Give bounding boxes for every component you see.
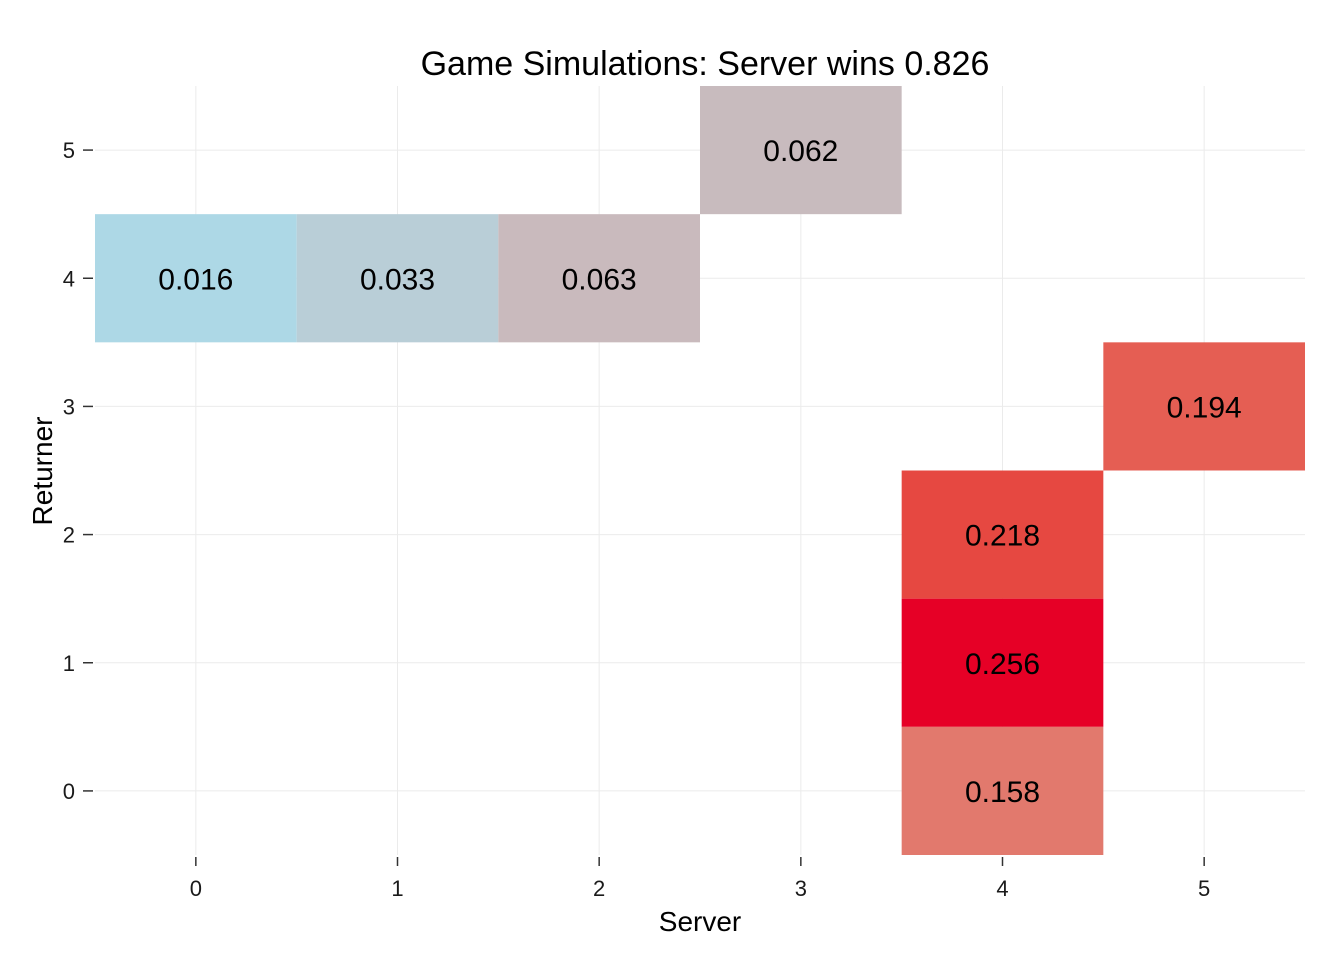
y-tick-label-2: 2 bbox=[63, 523, 75, 548]
heatmap-cell-s5-r3 bbox=[1103, 342, 1305, 471]
x-tick-label-3: 3 bbox=[795, 876, 807, 901]
y-tick-label-1: 1 bbox=[63, 651, 75, 676]
y-tick-label-5: 5 bbox=[63, 138, 75, 163]
x-tick-label-5: 5 bbox=[1198, 876, 1210, 901]
cell-value-label-s0-r4: 0.016 bbox=[158, 263, 233, 296]
heatmap-cell-s4-r2 bbox=[901, 470, 1104, 599]
heatmap-cell-s4-r1 bbox=[901, 598, 1104, 727]
y-axis-label: Returner bbox=[27, 417, 58, 526]
x-axis-label: Server bbox=[659, 906, 741, 937]
heatmap-cell-s1-r4 bbox=[296, 214, 499, 343]
tick-layer: 0 1 2 3 4 5 0 1 2 3 4 5 bbox=[63, 138, 1211, 901]
x-tick-label-0: 0 bbox=[190, 876, 202, 901]
heatmap-cell-s2-r4 bbox=[498, 214, 700, 343]
y-tick-label-3: 3 bbox=[63, 394, 75, 419]
y-tick-label-4: 4 bbox=[63, 266, 75, 291]
chart-title: Game Simulations: Server wins 0.826 bbox=[421, 45, 990, 83]
x-tick-label-4: 4 bbox=[996, 876, 1008, 901]
cell-value-label-s4-r1: 0.256 bbox=[965, 648, 1040, 681]
cell-layer: 0.016 0.033 0.063 0.062 0.194 0.218 0.256 0.158 bbox=[95, 86, 1305, 855]
cell-value-label-s5-r3: 0.194 bbox=[1167, 391, 1242, 424]
cell-value-label-s1-r4: 0.033 bbox=[360, 263, 435, 296]
x-tick-label-2: 2 bbox=[593, 876, 605, 901]
heatmap-cell-s4-r0 bbox=[901, 726, 1104, 855]
heatmap-cell-s3-r5 bbox=[700, 86, 902, 215]
heatmap-cell-s0-r4 bbox=[95, 214, 297, 343]
cell-value-label-s4-r2: 0.218 bbox=[965, 520, 1040, 553]
cell-value-label-s4-r0: 0.158 bbox=[965, 776, 1040, 809]
y-tick-label-0: 0 bbox=[63, 779, 75, 804]
cell-value-label-s3-r5: 0.062 bbox=[763, 135, 838, 168]
x-tick-label-1: 1 bbox=[391, 876, 403, 901]
cell-value-label-s2-r4: 0.063 bbox=[562, 263, 637, 296]
